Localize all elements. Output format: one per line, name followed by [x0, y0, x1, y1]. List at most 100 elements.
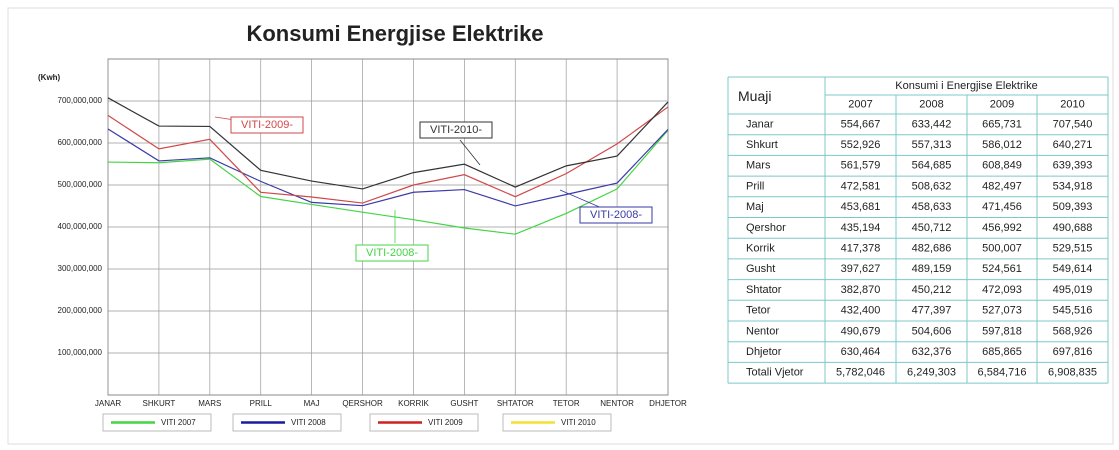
table-header: Muaji — [738, 88, 771, 104]
annotation-leader — [459, 139, 481, 166]
table-cell: 6,584,716 — [978, 367, 1027, 379]
legend-label: VITI 2007 — [161, 418, 196, 427]
x-tick-label: DHJETOR — [649, 399, 687, 408]
table-cell: 568,926 — [1053, 325, 1093, 337]
table-cell: 639,393 — [1053, 160, 1093, 172]
x-tick-label: PRILL — [250, 399, 273, 408]
table-cell: 472,581 — [841, 180, 881, 192]
y-tick-label: 400,000,000 — [58, 222, 103, 231]
y-tick-label: 500,000,000 — [58, 180, 103, 189]
legend-label: VITI 2008 — [291, 418, 326, 427]
table-cell: 453,681 — [841, 201, 881, 213]
table-cell: 685,865 — [982, 346, 1022, 358]
table-cell: 6,908,835 — [1048, 367, 1097, 379]
y-tick-label: 100,000,000 — [58, 348, 103, 357]
table-cell: 477,397 — [912, 305, 952, 317]
table-row-label: Prill — [746, 180, 764, 192]
table-cell: 529,515 — [1053, 242, 1093, 254]
table-cell: 450,712 — [912, 222, 952, 234]
table-column-header: 2010 — [1060, 98, 1084, 110]
legend-box — [232, 413, 342, 432]
table-cell: 432,400 — [841, 305, 881, 317]
table-row-label: Dhjetor — [746, 346, 782, 358]
x-tick-label: SHTATOR — [497, 399, 534, 408]
table-cell: 633,442 — [912, 118, 952, 130]
frame — [7, 7, 1114, 445]
annotation-box — [579, 206, 653, 224]
table-cell: 435,194 — [841, 222, 881, 234]
table-column-header: 2009 — [990, 98, 1014, 110]
x-tick-label: GUSHT — [450, 399, 478, 408]
table-cell: 554,667 — [841, 118, 881, 130]
table-cell: 508,632 — [912, 180, 952, 192]
table-cell: 527,073 — [982, 305, 1022, 317]
table-cell: 482,686 — [912, 242, 952, 254]
table-cell: 632,376 — [912, 346, 952, 358]
table-cell: 5,782,046 — [836, 367, 885, 379]
y-tick-label: 300,000,000 — [58, 264, 103, 273]
table-cell: 552,926 — [841, 139, 881, 151]
table-cell: 564,685 — [912, 160, 952, 172]
table-cell: 397,627 — [841, 263, 881, 275]
table-cell: 6,249,303 — [907, 367, 956, 379]
table-row-label: Nentor — [746, 325, 779, 337]
table-column-header: 2007 — [848, 98, 872, 110]
table-row-label: Tetor — [746, 305, 771, 317]
table-row-label: Gusht — [746, 263, 775, 275]
table-cell: 630,464 — [841, 346, 881, 358]
table-cell: 665,731 — [982, 118, 1022, 130]
table-group-header: Konsumi i Energjise Elektrike — [895, 80, 1037, 92]
table-cell: 489,159 — [912, 263, 952, 275]
x-tick-label: NENTOR — [600, 399, 634, 408]
table-row-label: Shkurt — [746, 139, 778, 151]
annotation: VITI-2009- — [241, 119, 293, 131]
table-row-label: Totali Vjetor — [746, 367, 804, 379]
annotation: VITI-2008- — [366, 247, 418, 259]
chart-title: Konsumi Energjise Elektrike — [246, 21, 543, 46]
series-line — [107, 106, 669, 204]
y-tick-label: 600,000,000 — [58, 138, 103, 147]
annotation: VITI-2010- — [430, 124, 482, 136]
annotation-box — [419, 121, 493, 139]
table-cell: 707,540 — [1053, 118, 1093, 130]
y-axis-label: (Kwh) — [38, 73, 61, 82]
table-cell: 524,561 — [982, 263, 1022, 275]
annotation-box — [355, 244, 429, 262]
x-tick-label: TETOR — [553, 399, 580, 408]
table-cell: 500,007 — [982, 242, 1022, 254]
table-row-label: Korrik — [746, 242, 775, 254]
x-tick-label: JANAR — [95, 399, 121, 408]
legend-box — [369, 413, 479, 432]
table-column-header: 2008 — [919, 98, 943, 110]
table-row-label: Maj — [746, 201, 764, 213]
annotation: VITI-2008- — [590, 209, 642, 221]
table-cell: 597,818 — [982, 325, 1022, 337]
table-row-label: Janar — [746, 118, 774, 130]
x-tick-label: MARS — [198, 399, 221, 408]
x-tick-label: QERSHOR — [342, 399, 383, 408]
x-tick-label: KORRIK — [398, 399, 429, 408]
annotation-box — [230, 116, 304, 134]
series-line — [107, 129, 669, 235]
table-cell: 549,614 — [1053, 263, 1093, 275]
legend-box — [502, 413, 612, 432]
table-cell: 561,579 — [841, 160, 881, 172]
table-cell: 586,012 — [982, 139, 1022, 151]
y-tick-label: 200,000,000 — [58, 306, 103, 315]
series-line — [107, 128, 669, 207]
table-cell: 471,456 — [982, 201, 1022, 213]
table-row-label: Shtator — [746, 284, 782, 296]
table-cell: 697,816 — [1053, 346, 1093, 358]
table-cell: 557,313 — [912, 139, 952, 151]
table-cell: 495,019 — [1053, 284, 1093, 296]
table-cell: 490,688 — [1053, 222, 1093, 234]
legend-box — [102, 413, 212, 432]
table-cell: 456,992 — [982, 222, 1022, 234]
table-cell: 545,516 — [1053, 305, 1093, 317]
y-tick-label: 700,000,000 — [58, 96, 103, 105]
table-cell: 458,633 — [912, 201, 952, 213]
x-tick-label: MAJ — [304, 399, 320, 408]
series-line — [107, 97, 669, 190]
table-row-label: Qershor — [746, 222, 786, 234]
